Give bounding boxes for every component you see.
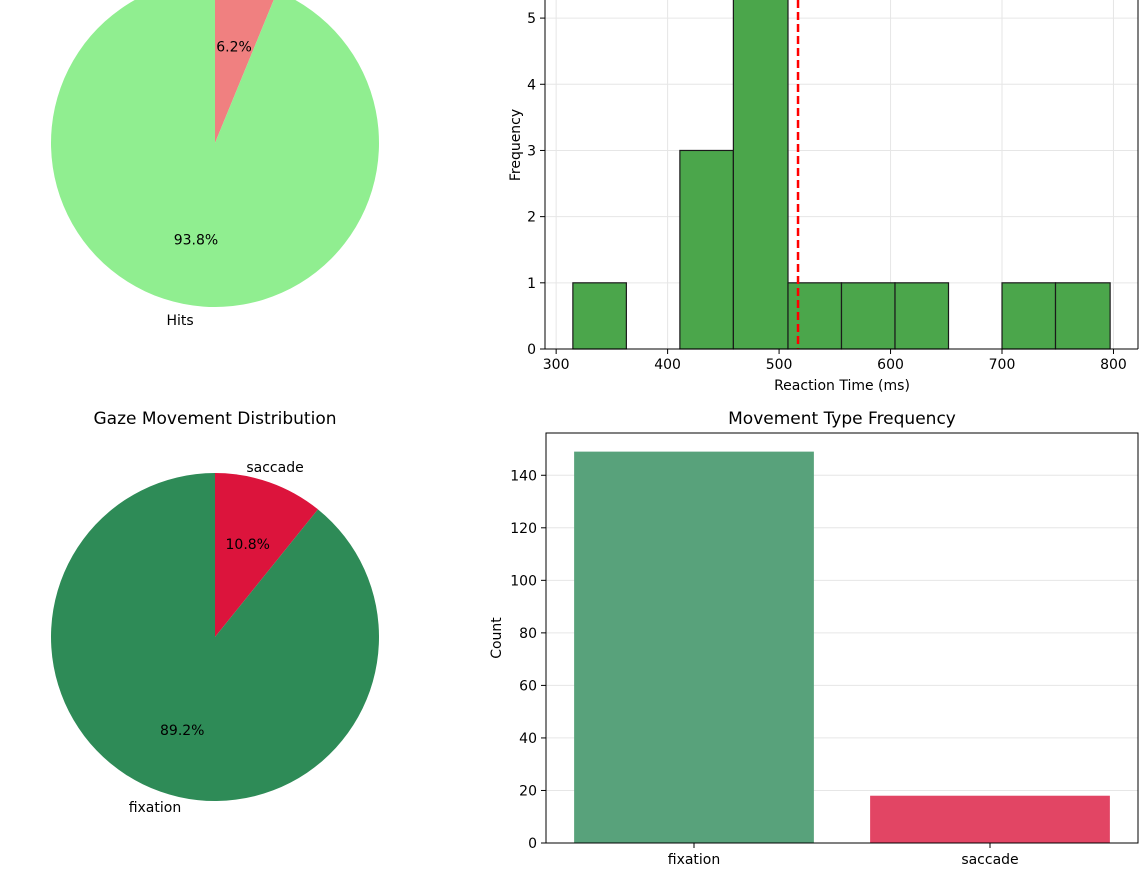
- histogram-x-axis-label: Reaction Time (ms): [774, 378, 910, 394]
- histogram-y-tick-label: 4: [527, 77, 536, 93]
- histogram-y-axis-label: Frequency: [508, 109, 524, 181]
- histogram-x-tick-label: 700: [989, 357, 1016, 373]
- histogram-y-tick-label: 3: [527, 143, 536, 159]
- histogram-y-tick-label: 0: [527, 342, 536, 358]
- histogram-y-tick-label: 5: [527, 11, 536, 27]
- hit-miss-pie-chart: 6.2% 93.8% Hits: [51, 0, 379, 329]
- histogram-bar: [840, 282, 896, 350]
- gaze-pie-title: Gaze Movement Distribution: [93, 409, 336, 429]
- fixation-slice: [50, 473, 379, 801]
- histogram-bars: [572, 0, 1111, 350]
- bar-plot-frame: [545, 432, 1139, 844]
- histogram-x-tick-label: 800: [1100, 357, 1127, 373]
- bar-saccade: [870, 795, 1110, 843]
- movement-type-bar-chart: fixation saccade 0 20 40 60 80 100 120 140 Count: [489, 432, 1139, 868]
- histogram-bar: [894, 282, 950, 350]
- histogram-bar: [572, 282, 627, 350]
- pie-percent-label: 93.8%: [174, 233, 218, 249]
- pie-percent-label: 10.8%: [226, 537, 270, 553]
- pie-percent-label: 89.2%: [160, 723, 204, 739]
- histogram-x-tick-label: 400: [654, 357, 681, 373]
- reaction-time-histogram: 300 400 500 600 700 800 0 1 2 3 4 5 Reaction Time (…: [508, 0, 1139, 394]
- histogram-bar: [1001, 282, 1057, 350]
- bar-bars: [574, 451, 1110, 843]
- unlabeled-slice: [215, 0, 274, 143]
- bar-y-tick-label: 40: [519, 731, 537, 747]
- bar-y-tick-label: 80: [519, 626, 537, 642]
- pie-percent-label: 6.2%: [216, 39, 252, 55]
- histogram-y-tick-label: 2: [527, 210, 536, 226]
- bar-fixation: [574, 451, 814, 843]
- bar-y-tick-label: 60: [519, 678, 537, 694]
- bar-y-tick-label: 20: [519, 783, 537, 799]
- movement-bar-title: Movement Type Frequency: [728, 409, 956, 429]
- bar-x-tick-label: fixation: [668, 852, 721, 868]
- histogram-x-tick-label: 300: [543, 357, 570, 373]
- histogram-axes: 300 400 500 600 700 800 0 1 2 3 4 5: [527, 0, 1139, 373]
- bar-y-tick-label: 140: [510, 468, 537, 484]
- saccade-slice: [215, 473, 318, 637]
- bar-axes: fixation saccade 0 20 40 60 80 100 120 140: [510, 432, 1139, 868]
- bar-y-tick-label: 100: [510, 573, 537, 589]
- bar-x-tick-label: saccade: [961, 852, 1018, 868]
- pie-slice-label: saccade: [246, 460, 303, 476]
- histogram-y-tick-label: 1: [527, 276, 536, 292]
- histogram-bar: [732, 0, 789, 350]
- histogram-bar: [787, 282, 843, 350]
- pie-slice-label: fixation: [129, 800, 182, 816]
- histogram-x-tick-label: 600: [877, 357, 904, 373]
- histogram-bar: [679, 149, 734, 350]
- pie-slice-label: Hits: [166, 313, 193, 329]
- hits-slice: [51, 0, 379, 307]
- bar-y-tick-label: 0: [528, 836, 537, 852]
- bar-y-axis-label: Count: [489, 617, 505, 659]
- gaze-movement-pie-chart: 10.8% saccade 89.2% fixation: [50, 460, 379, 816]
- bar-y-tick-label: 120: [510, 521, 537, 537]
- histogram-x-tick-label: 500: [766, 357, 793, 373]
- histogram-bar: [1054, 282, 1111, 350]
